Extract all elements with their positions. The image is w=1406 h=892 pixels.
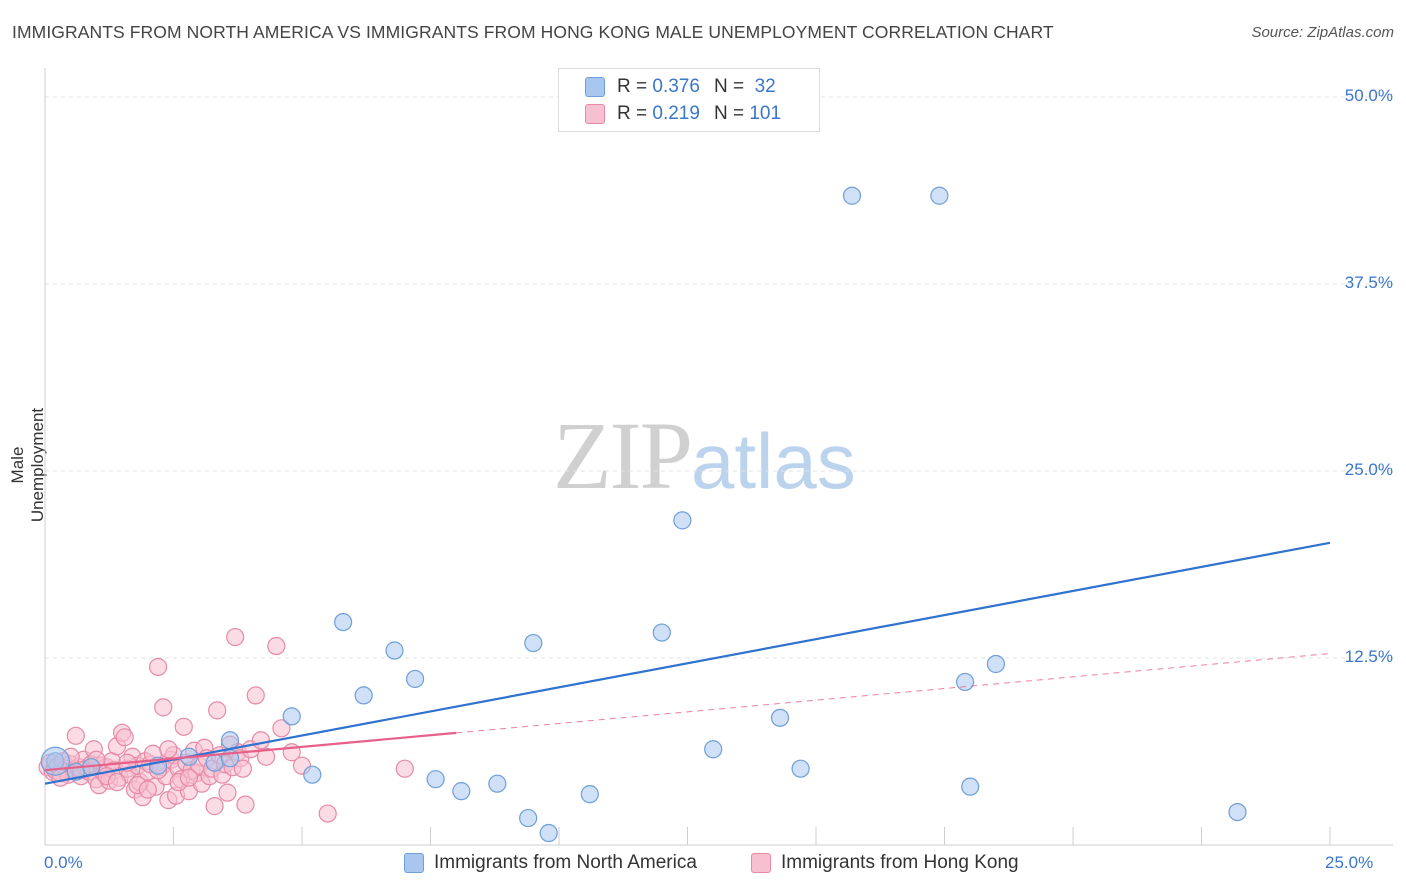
data-point bbox=[673, 511, 692, 530]
data-point bbox=[405, 669, 425, 689]
trend-line-hong-kong-extrapolated bbox=[456, 653, 1331, 734]
data-point bbox=[272, 719, 291, 738]
series-legend: Immigrants from North America Immigrants… bbox=[0, 852, 1406, 878]
watermark: ZIPatlas bbox=[553, 400, 856, 511]
data-point bbox=[986, 654, 1006, 674]
data-point bbox=[791, 759, 810, 778]
y-tick-label: 12.5% bbox=[1344, 647, 1393, 666]
legend-r-label: R = bbox=[617, 76, 648, 97]
data-point bbox=[770, 708, 790, 727]
trend-lines bbox=[44, 541, 1331, 785]
data-point bbox=[452, 782, 471, 801]
data-point bbox=[220, 731, 240, 750]
chart-title: IMMIGRANTS FROM NORTH AMERICA VS IMMIGRA… bbox=[12, 22, 1054, 42]
series-north-america bbox=[40, 186, 1247, 843]
legend-n-label: N = bbox=[713, 103, 745, 124]
legend-label-hong-kong: Immigrants from Hong Kong bbox=[781, 852, 1019, 873]
data-point bbox=[842, 186, 862, 205]
data-point bbox=[154, 698, 173, 717]
data-point bbox=[246, 686, 265, 705]
data-point bbox=[174, 717, 193, 736]
data-point bbox=[955, 672, 975, 692]
data-point bbox=[334, 612, 353, 632]
legend-item-hong-kong[interactable]: Immigrants from Hong Kong bbox=[751, 852, 1019, 874]
data-point bbox=[354, 686, 373, 705]
data-point bbox=[159, 740, 178, 759]
legend-row-hong-kong: R = 0.219 N = 101 bbox=[585, 103, 781, 125]
legend-swatch-north-america bbox=[404, 853, 424, 873]
data-point bbox=[303, 765, 322, 784]
legend-n-value: 32 bbox=[754, 76, 776, 97]
data-point bbox=[138, 780, 157, 799]
data-point bbox=[580, 785, 599, 804]
data-point bbox=[267, 636, 286, 656]
axes bbox=[44, 68, 1393, 846]
data-point bbox=[395, 759, 414, 778]
legend-swatch-north-america bbox=[585, 77, 605, 97]
trend-line-north-america bbox=[44, 541, 1331, 785]
data-point bbox=[148, 657, 168, 677]
chart-source: Source: ZipAtlas.com bbox=[1251, 24, 1394, 41]
legend-n-label: N = bbox=[713, 76, 745, 97]
legend-item-north-america[interactable]: Immigrants from North America bbox=[404, 852, 697, 874]
legend-n-value: 101 bbox=[749, 103, 782, 124]
data-point bbox=[251, 731, 270, 750]
data-point bbox=[218, 783, 237, 802]
data-point bbox=[426, 770, 445, 789]
trend-line-hong-kong bbox=[44, 731, 457, 772]
data-point bbox=[205, 753, 224, 772]
data-point bbox=[115, 728, 134, 747]
data-point bbox=[652, 623, 671, 642]
data-point bbox=[385, 641, 404, 660]
data-point bbox=[179, 768, 199, 787]
data-point bbox=[236, 795, 255, 814]
data-point bbox=[205, 797, 224, 816]
y-tick-label: 50.0% bbox=[1344, 86, 1393, 105]
data-point bbox=[282, 707, 301, 726]
data-point bbox=[519, 808, 538, 828]
data-point bbox=[539, 823, 558, 843]
legend-r-value: 0.219 bbox=[652, 103, 700, 124]
watermark-atlas: atlas bbox=[691, 417, 856, 505]
legend-r-label: R = bbox=[617, 103, 648, 124]
data-point bbox=[66, 726, 85, 745]
legend-row-north-america: R = 0.376 N = 32 bbox=[585, 76, 776, 98]
data-point bbox=[233, 759, 252, 778]
correlation-legend: R = 0.376 N = 32 R = 0.219 N = 101 bbox=[558, 68, 820, 132]
data-point bbox=[524, 633, 543, 653]
x-tick-label-max: 25.0% bbox=[1325, 853, 1374, 872]
legend-swatch-hong-kong bbox=[585, 104, 605, 124]
grid bbox=[45, 96, 1393, 659]
data-point bbox=[318, 804, 337, 823]
x-tick-label-min: 0.0% bbox=[44, 853, 83, 872]
legend-r-value: 0.376 bbox=[652, 76, 700, 97]
legend-swatch-hong-kong bbox=[751, 853, 771, 873]
data-point bbox=[208, 701, 227, 720]
data-point bbox=[226, 627, 245, 647]
legend-label-north-america: Immigrants from North America bbox=[434, 852, 697, 873]
data-point bbox=[1228, 802, 1247, 822]
watermark-zip: ZIP bbox=[553, 402, 693, 509]
data-point bbox=[961, 777, 980, 796]
y-tick-label: 37.5% bbox=[1344, 273, 1393, 292]
data-point bbox=[704, 740, 723, 759]
data-point bbox=[930, 186, 949, 205]
y-tick-label: 25.0% bbox=[1344, 460, 1393, 479]
data-point bbox=[107, 773, 127, 792]
data-point bbox=[256, 747, 276, 766]
data-point bbox=[488, 774, 507, 793]
